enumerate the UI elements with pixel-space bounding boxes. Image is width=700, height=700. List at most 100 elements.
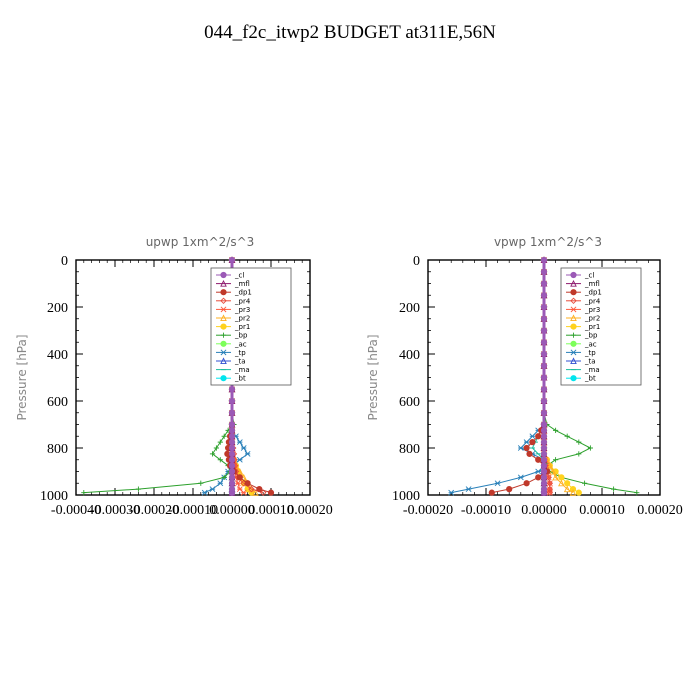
- data-point-_tp: [529, 433, 536, 440]
- data-point-_cl: [540, 450, 548, 457]
- legend-marker-_pr1: [570, 323, 577, 330]
- legend-marker-_cl: [570, 271, 577, 279]
- legend-marker-_tp: [570, 349, 577, 356]
- data-point-_tp: [517, 474, 524, 481]
- data-point-_cl: [540, 444, 548, 452]
- data-point-_pr2: [563, 485, 571, 493]
- legend-marker-_pr3: [220, 306, 227, 313]
- data-point-_tp: [448, 489, 455, 496]
- legend-marker-_mfl: [220, 279, 227, 287]
- legend-marker-_bt: [220, 375, 227, 382]
- data-point-_bp: [81, 490, 87, 496]
- data-point-_bp: [587, 445, 593, 451]
- legend-label: _pr2: [584, 315, 600, 323]
- legend-marker-_bt: [570, 375, 577, 382]
- data-point-_tp: [494, 480, 501, 487]
- legend-marker-_pr3: [570, 306, 577, 313]
- data-point-_tp: [535, 468, 542, 475]
- data-point-_dp1: [488, 489, 495, 496]
- data-point-_cl: [228, 256, 236, 264]
- x-tick-label: -0.00030: [90, 503, 140, 518]
- legend-label: _ma: [584, 366, 600, 374]
- legend-label: _pr4: [584, 297, 601, 305]
- x-tick-label: 0.00010: [248, 503, 294, 518]
- data-point-_dp1: [244, 480, 251, 487]
- y-tick-label: 800: [47, 442, 68, 457]
- y-tick-label: 800: [399, 442, 420, 457]
- legend-label: _bp: [234, 332, 248, 340]
- legend: _cl_mfl_dp1_pr4_pr3_pr2_pr1_bp_ac_tp_ta_…: [560, 267, 642, 386]
- x-tick-label: -0.00010: [461, 503, 511, 518]
- data-point-_bp: [217, 457, 223, 463]
- data-point-_dp1: [535, 474, 542, 481]
- data-point-_bp: [576, 451, 582, 457]
- data-point-_pr3: [234, 480, 241, 487]
- panel-title: upwp 1xm^2/s^3: [146, 235, 255, 249]
- data-point-_cl: [228, 489, 236, 496]
- data-point-_dp1: [256, 486, 263, 493]
- data-point-_bp: [135, 486, 141, 492]
- y-tick-label: 1000: [392, 489, 420, 504]
- y-tick-label: 1000: [40, 489, 68, 504]
- legend-label: _dp1: [584, 289, 602, 297]
- data-point-_tp: [523, 439, 530, 446]
- data-point-_cl: [228, 468, 236, 475]
- legend-label: _cl: [234, 272, 244, 280]
- data-point-_bp: [611, 486, 617, 492]
- data-point-_cl: [540, 350, 548, 358]
- chart-panel-0: upwp 1xm^2/s^3 Pressure [hPa] 0 200 400 600 80…: [15, 235, 333, 518]
- data-point-_cl: [540, 268, 548, 275]
- data-point-_pr4: [248, 485, 255, 493]
- data-point-_cl: [540, 468, 548, 475]
- data-point-_pr2: [558, 479, 565, 487]
- data-point-_cl: [228, 474, 236, 481]
- legend-marker-_dp1: [220, 289, 227, 296]
- x-tick-label: -0.00010: [168, 503, 218, 518]
- data-point-_cl: [228, 456, 236, 463]
- x-tick-label: 0.00010: [579, 503, 625, 518]
- chart-panel-1: vpwp 1xm^2/s^3 Pressure [hPa] 0 200 400 600 80…: [366, 235, 683, 518]
- data-point-_dp1: [267, 489, 275, 496]
- data-point-_tp: [244, 450, 251, 457]
- data-point-_dp1: [506, 486, 513, 493]
- data-point-_cl: [540, 480, 548, 487]
- data-point-_cl: [540, 489, 548, 496]
- data-point-_cl: [540, 292, 548, 299]
- data-point-_cl: [228, 480, 236, 487]
- legend-marker-_cl: [220, 271, 227, 279]
- data-point-_pr2: [552, 473, 559, 481]
- legend-label: _pr2: [234, 315, 250, 323]
- data-point-_tp: [236, 439, 243, 446]
- panel-title: vpwp 1xm^2/s^3: [494, 235, 602, 249]
- data-point-_pr2: [569, 489, 577, 496]
- data-point-_dp1: [236, 474, 243, 481]
- data-point-_cl: [540, 280, 548, 287]
- data-point-_tp: [240, 445, 247, 451]
- legend-label: _ac: [234, 340, 247, 348]
- legend-marker-_ac: [570, 340, 577, 347]
- data-point-_cl: [228, 439, 236, 446]
- y-tick-label: 200: [47, 301, 68, 316]
- data-point-_bp: [221, 474, 227, 480]
- legend-label: _bt: [584, 375, 596, 383]
- legend-label: _pr4: [234, 297, 251, 305]
- y-tick-label: 600: [399, 395, 420, 410]
- data-point-_bp: [564, 433, 570, 439]
- legend-marker-_pr2: [570, 314, 577, 322]
- legend-marker-_bp: [220, 332, 227, 338]
- y-tick-label: 0: [413, 254, 420, 269]
- legend-label: _tp: [584, 349, 596, 357]
- x-tick-label: 0.00020: [287, 503, 333, 518]
- legend-label: _mfl: [234, 280, 250, 288]
- legend-label: _dp1: [234, 289, 252, 297]
- y-axis-label: Pressure [hPa]: [15, 334, 29, 420]
- legend: _cl_mfl_dp1_pr4_pr3_pr2_pr1_bp_ac_tp_ta_…: [210, 267, 292, 386]
- y-tick-label: 400: [399, 348, 420, 363]
- legend-label: _ta: [584, 358, 596, 366]
- legend-marker-_ac: [220, 340, 227, 347]
- legend-marker-_bp: [570, 332, 577, 338]
- legend-label: _bt: [234, 375, 246, 383]
- data-point-_pr4: [546, 480, 554, 487]
- data-point-_bp: [553, 457, 559, 463]
